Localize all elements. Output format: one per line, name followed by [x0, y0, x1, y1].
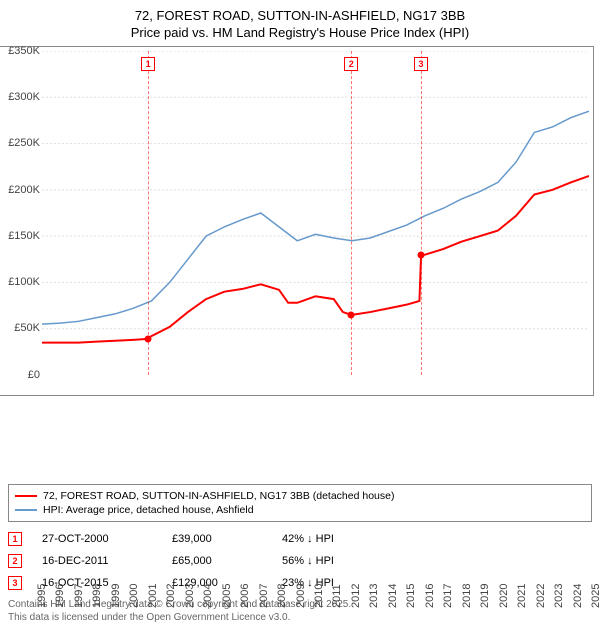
x-tick-label: 1996 [54, 584, 66, 608]
x-tick-label: 2004 [202, 584, 214, 608]
legend-row: 72, FOREST ROAD, SUTTON-IN-ASHFIELD, NG1… [15, 489, 585, 503]
x-tick-label: 1997 [73, 584, 85, 608]
legend-label: HPI: Average price, detached house, Ashf… [43, 504, 254, 516]
x-tick-label: 2010 [313, 584, 325, 608]
y-tick-label: £200K [8, 184, 40, 196]
x-tick-label: 2019 [479, 584, 491, 608]
x-tick-label: 1998 [91, 584, 103, 608]
x-tick-label: 2022 [535, 584, 547, 608]
sale-row: 2 16-DEC-2011 £65,000 56% ↓ HPI [8, 550, 592, 572]
sale-date: 16-DEC-2011 [42, 555, 152, 567]
sale-marker: 1 [8, 532, 22, 546]
sale-price: £39,000 [172, 533, 262, 545]
x-tick-label: 2015 [405, 584, 417, 608]
x-tick-label: 2001 [147, 584, 159, 608]
title-line-1: 72, FOREST ROAD, SUTTON-IN-ASHFIELD, NG1… [10, 8, 590, 25]
legend-label: 72, FOREST ROAD, SUTTON-IN-ASHFIELD, NG1… [43, 490, 394, 502]
y-tick-label: £0 [28, 369, 40, 381]
x-tick-label: 2009 [295, 584, 307, 608]
x-tick-label: 2017 [442, 584, 454, 608]
x-tick-label: 2016 [424, 584, 436, 608]
sale-date: 27-OCT-2000 [42, 533, 152, 545]
marker-box-1: 1 [141, 57, 155, 71]
marker-box-2: 2 [344, 57, 358, 71]
title-block: 72, FOREST ROAD, SUTTON-IN-ASHFIELD, NG1… [0, 0, 600, 46]
title-line-2: Price paid vs. HM Land Registry's House … [10, 25, 590, 42]
y-tick-label: £150K [8, 230, 40, 242]
legend-row: HPI: Average price, detached house, Ashf… [15, 503, 585, 517]
marker-box-3: 3 [414, 57, 428, 71]
x-tick-label: 2021 [516, 584, 528, 608]
chart-area: £0 £50K £100K £150K £200K £250K £300K £350K 1 2 3 [0, 46, 594, 396]
x-tick-label: 1999 [110, 584, 122, 608]
x-tick-label: 2007 [258, 584, 270, 608]
sale-price: £65,000 [172, 555, 262, 567]
chart-container: 72, FOREST ROAD, SUTTON-IN-ASHFIELD, NG1… [0, 0, 600, 590]
y-tick-label: £50K [14, 322, 40, 334]
y-tick-label: £350K [8, 45, 40, 57]
x-tick-label: 2012 [350, 584, 362, 608]
marker-line-3 [421, 51, 422, 375]
y-tick-label: £300K [8, 91, 40, 103]
y-tick-label: £100K [8, 276, 40, 288]
x-tick-label: 2023 [553, 584, 565, 608]
sale-marker: 3 [8, 576, 22, 590]
marker-line-2 [351, 51, 352, 375]
x-tick-label: 2013 [368, 584, 380, 608]
legend-swatch [15, 495, 37, 497]
marker-dot-2 [348, 311, 355, 318]
footer-line-2: This data is licensed under the Open Gov… [8, 611, 592, 624]
x-tick-label: 2008 [276, 584, 288, 608]
series-prop [42, 176, 589, 343]
x-tick-label: 2014 [387, 584, 399, 608]
sale-marker: 2 [8, 554, 22, 568]
legend: 72, FOREST ROAD, SUTTON-IN-ASHFIELD, NG1… [8, 484, 592, 522]
plot-region: 1 2 3 [42, 51, 589, 375]
x-tick-label: 2000 [128, 584, 140, 608]
x-tick-label: 1995 [36, 584, 48, 608]
x-tick-label: 2005 [221, 584, 233, 608]
x-axis-labels: 1995199619971998199920002001200220032004… [0, 396, 600, 436]
x-tick-label: 2011 [331, 584, 343, 608]
x-tick-label: 2020 [498, 584, 510, 608]
sale-row: 1 27-OCT-2000 £39,000 42% ↓ HPI [8, 528, 592, 550]
marker-dot-1 [145, 335, 152, 342]
x-tick-label: 2002 [165, 584, 177, 608]
sale-delta: 56% ↓ HPI [282, 555, 392, 567]
sale-delta: 42% ↓ HPI [282, 533, 392, 545]
legend-swatch [15, 509, 37, 511]
x-tick-label: 2003 [184, 584, 196, 608]
marker-line-1 [148, 51, 149, 375]
y-axis-labels: £0£50K£100K£150K£200K£250K£300K£350K [0, 51, 42, 375]
marker-dot-3 [418, 252, 425, 259]
x-tick-label: 2024 [572, 584, 584, 608]
y-tick-label: £250K [8, 137, 40, 149]
x-tick-label: 2025 [590, 584, 600, 608]
x-tick-label: 2018 [461, 584, 473, 608]
x-tick-label: 2006 [239, 584, 251, 608]
